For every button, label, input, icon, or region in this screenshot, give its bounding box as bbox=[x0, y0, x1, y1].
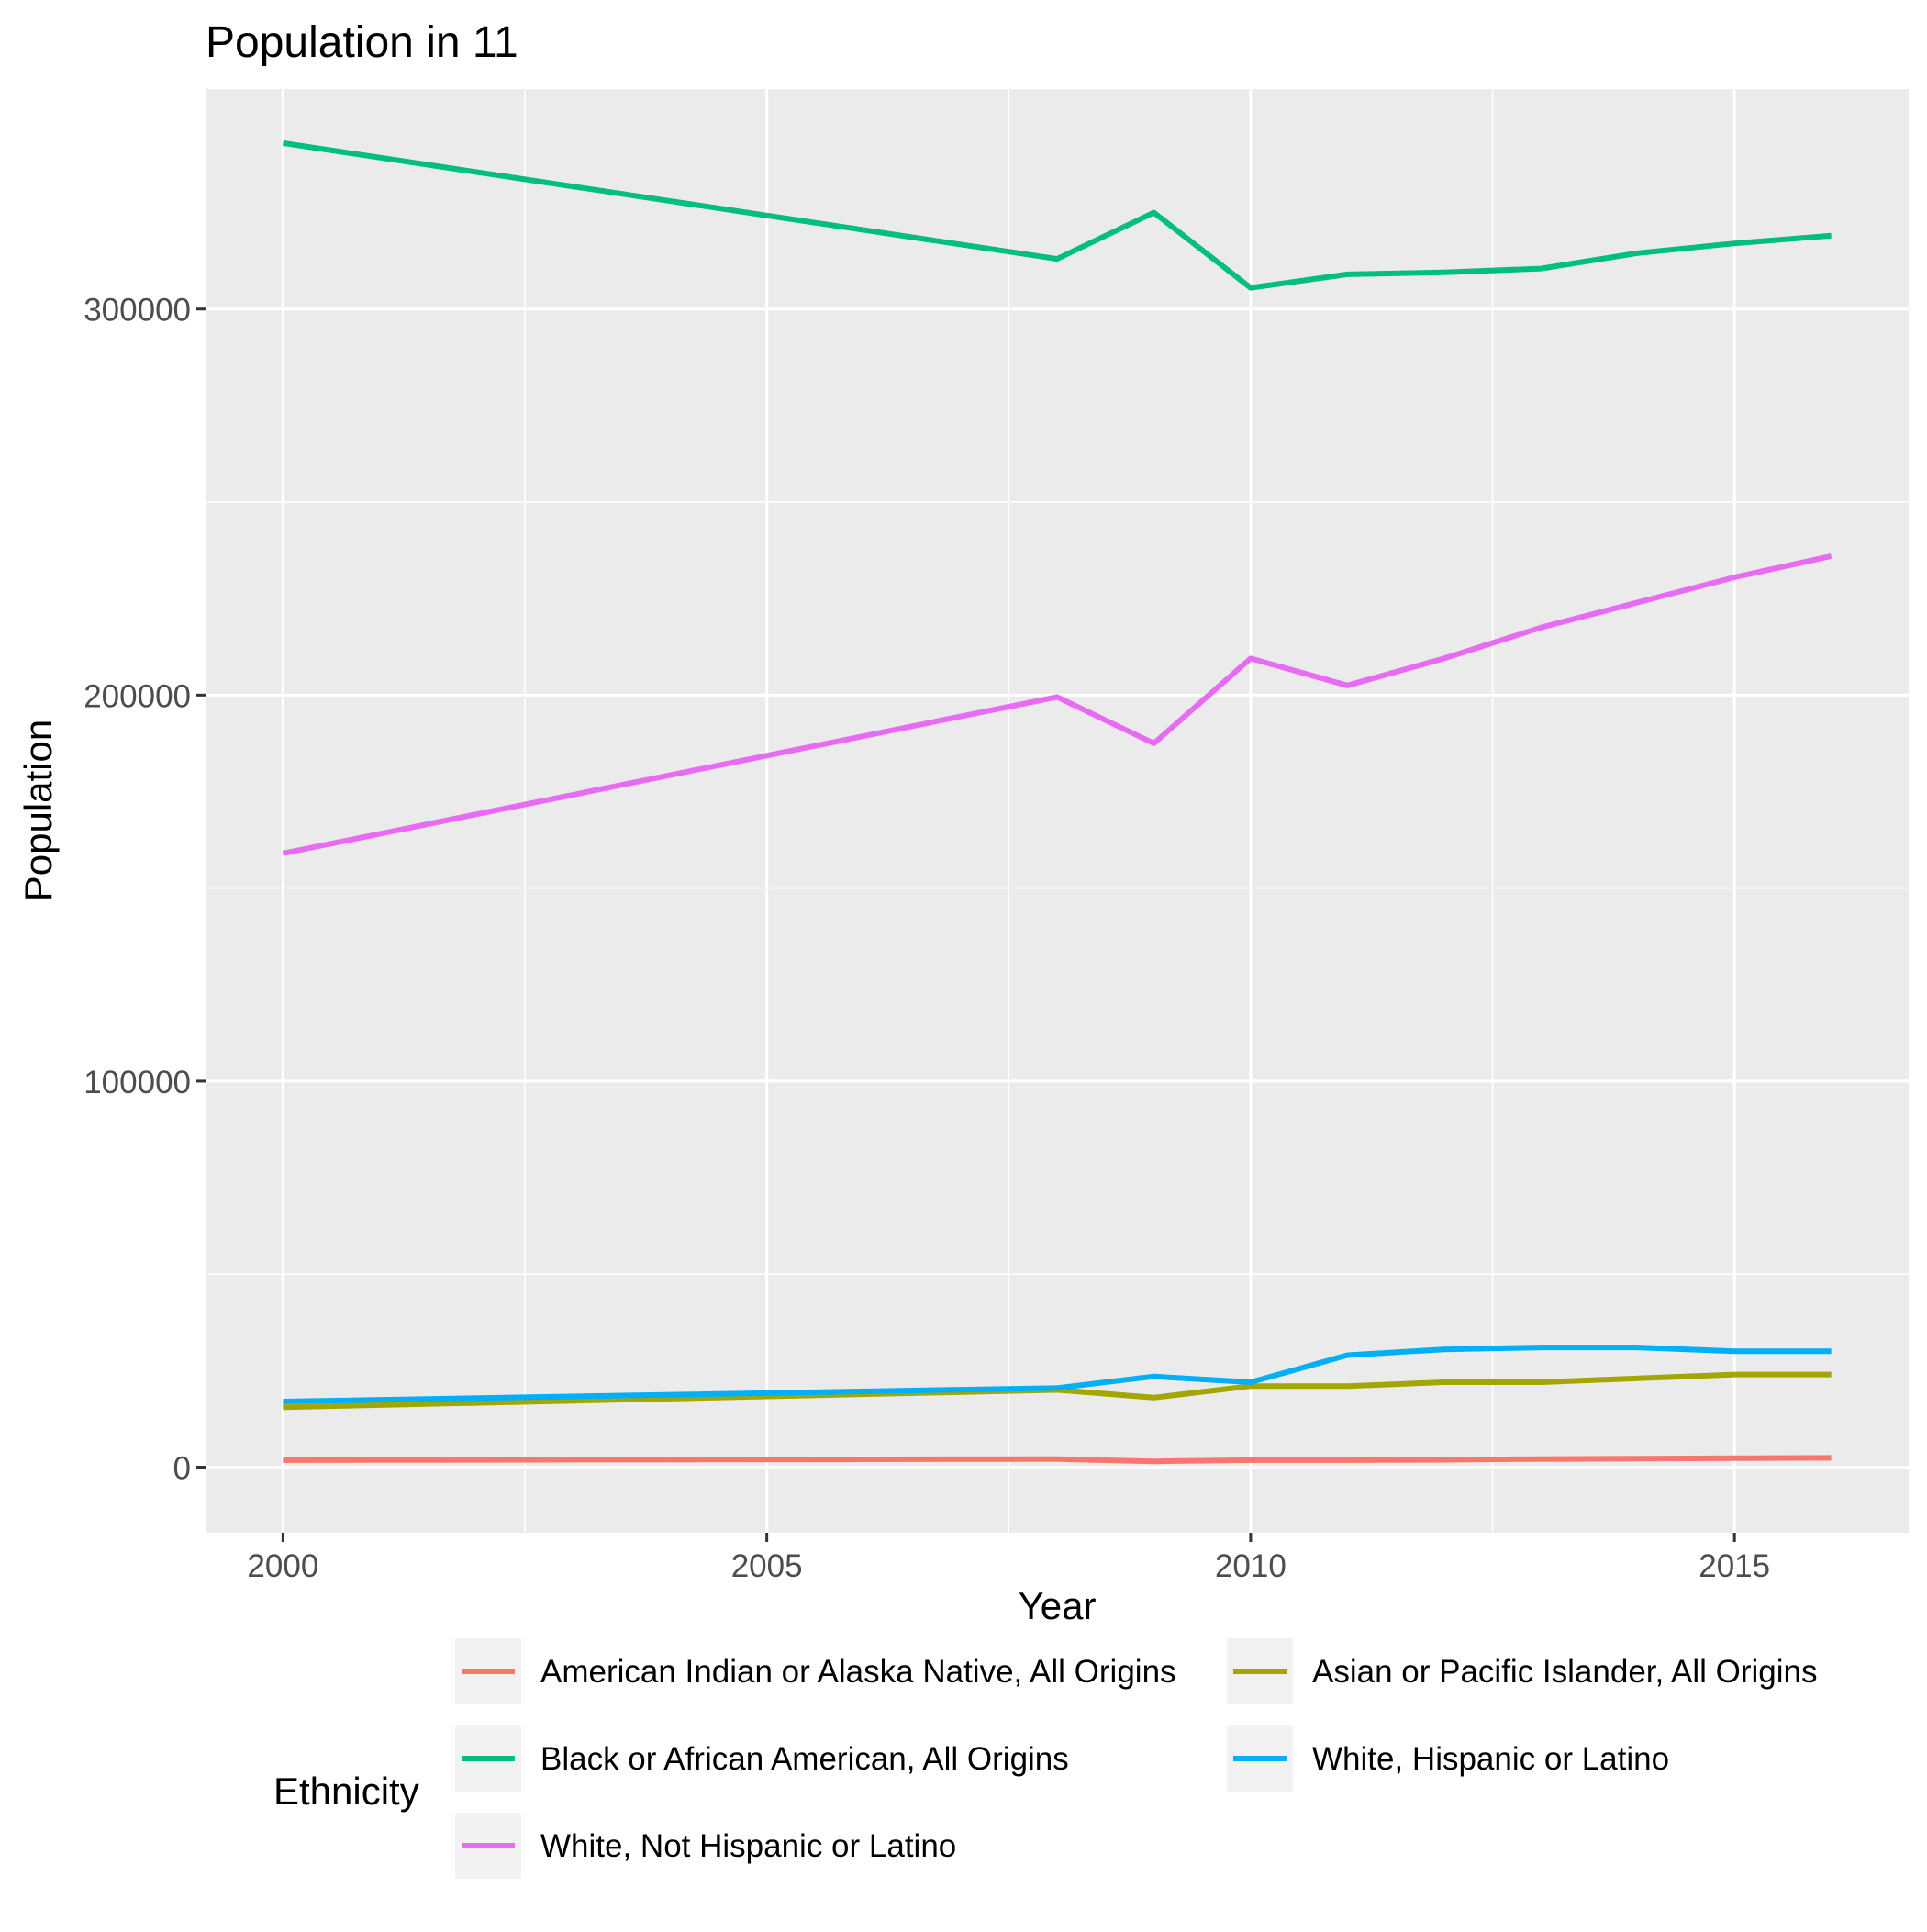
legend-label: White, Hispanic or Latino bbox=[1312, 1741, 1669, 1777]
legend: American Indian or Alaska Native, All Or… bbox=[455, 1638, 1818, 1879]
series-lines bbox=[282, 140, 1832, 1465]
legend-label: Black or African American, All Origins bbox=[540, 1741, 1069, 1777]
legend-label: Asian or Pacific Islander, All Origins bbox=[1312, 1654, 1818, 1690]
legend-title: Ethnicity bbox=[273, 1770, 419, 1813]
chart-title: Population in 11 bbox=[206, 18, 518, 67]
y-tick-label: 300000 bbox=[84, 293, 191, 329]
x-tick-label: 2000 bbox=[247, 1548, 318, 1584]
y-axis: 0 100000 200000 300000 bbox=[84, 293, 206, 1487]
series-line-3 bbox=[282, 140, 1832, 291]
y-tick-label: 0 bbox=[173, 1451, 191, 1487]
legend-label: American Indian or Alaska Native, All Or… bbox=[540, 1654, 1176, 1690]
minor-gridlines bbox=[206, 89, 1909, 1533]
series-line-5 bbox=[282, 553, 1832, 856]
x-tick-label: 2005 bbox=[731, 1548, 803, 1584]
x-axis: 2000 2005 2010 2015 bbox=[247, 1533, 1770, 1584]
series-line-2 bbox=[283, 1371, 1832, 1411]
x-axis-title: Year bbox=[1019, 1584, 1097, 1627]
legend-label: White, Not Hispanic or Latino bbox=[540, 1828, 956, 1864]
series-line-4 bbox=[283, 1345, 1832, 1404]
y-tick-label: 200000 bbox=[84, 678, 191, 714]
plot-panel bbox=[206, 89, 1909, 1533]
series-line-1 bbox=[283, 1455, 1832, 1465]
x-tick-label: 2015 bbox=[1699, 1548, 1770, 1584]
y-tick-label: 100000 bbox=[84, 1065, 191, 1100]
x-tick-label: 2010 bbox=[1215, 1548, 1287, 1584]
y-axis-title: Population bbox=[17, 720, 60, 902]
